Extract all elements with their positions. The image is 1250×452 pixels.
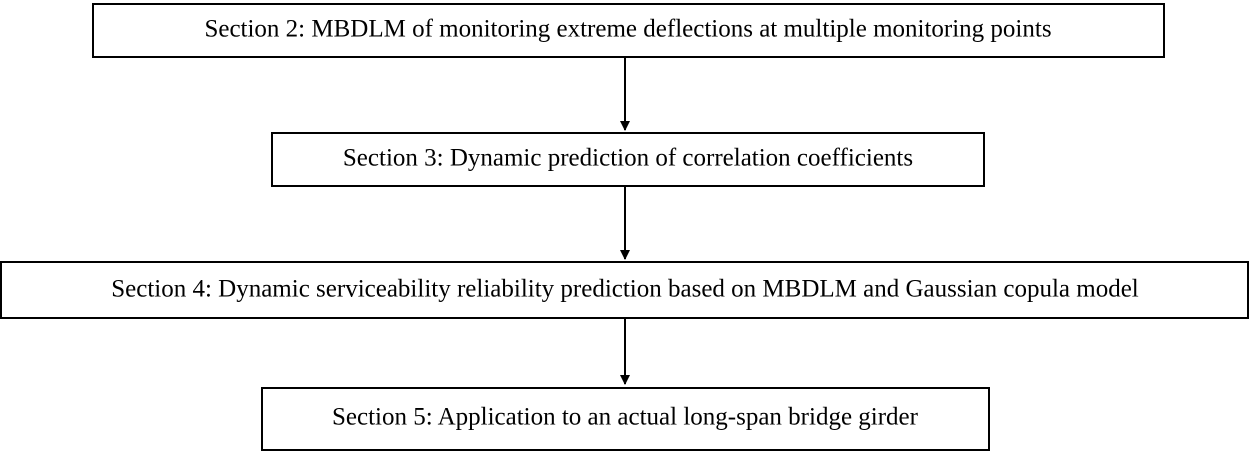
node-label: Section 3: Dynamic prediction of correla… xyxy=(343,145,913,172)
node-label: Section 2: MBDLM of monitoring extreme d… xyxy=(204,16,1051,43)
node-box xyxy=(261,387,990,451)
node-box xyxy=(0,261,1249,319)
node-box xyxy=(271,132,985,187)
node-label: Section 4: Dynamic serviceability reliab… xyxy=(111,276,1139,303)
node-label: Section 5: Application to an actual long… xyxy=(332,404,919,431)
node-box xyxy=(92,3,1165,58)
